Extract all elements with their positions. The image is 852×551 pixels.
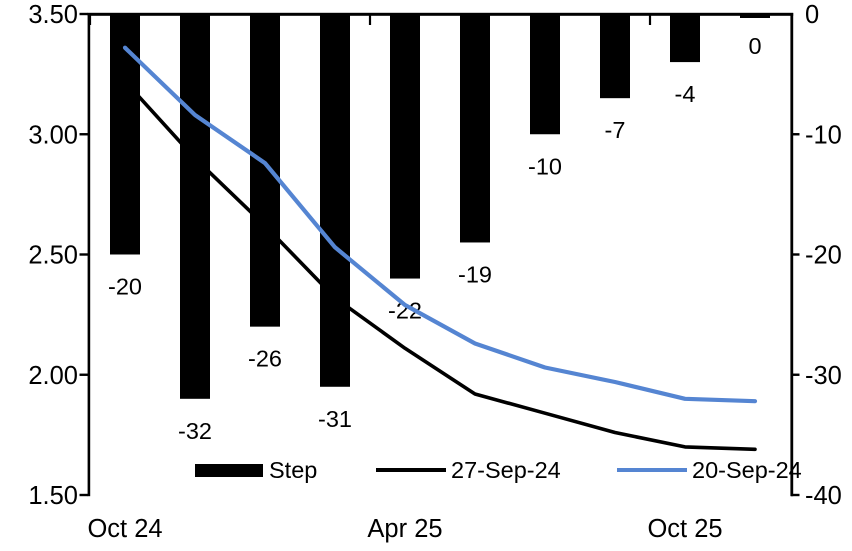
top-axis-line <box>87 12 794 16</box>
right-axis-tick <box>791 133 800 136</box>
left-axis-tick <box>79 253 88 256</box>
left-axis-tick-label: 2.50 <box>28 242 78 270</box>
x-axis-label: Apr 25 <box>367 515 442 543</box>
line-series-20-Sep-24 <box>122 45 758 404</box>
left-axis-tick-label: 2.00 <box>28 362 78 390</box>
step-bar <box>110 14 140 255</box>
right-axis-tick <box>791 253 800 256</box>
step-bar <box>180 14 210 399</box>
legend-item-27sep: 27-Sep-24 <box>376 457 561 483</box>
bar-data-label: -19 <box>458 261 492 287</box>
bar-data-label: -26 <box>248 346 282 372</box>
bar-data-label: 0 <box>748 33 761 59</box>
step-bar <box>600 14 630 99</box>
line-series-27-Sep-24 <box>123 79 757 452</box>
left-axis-tick-label: 3.00 <box>28 121 78 149</box>
x-axis-label: Oct 24 <box>87 515 162 543</box>
left-axis-spine <box>87 13 91 497</box>
legend-item-20sep: 20-Sep-24 <box>617 457 802 483</box>
bar-data-label: -7 <box>605 117 626 143</box>
left-axis-tick <box>79 133 88 136</box>
left-axis-tick <box>79 12 88 16</box>
right-axis-tick-label: 0 <box>805 1 819 29</box>
right-axis-tick-label: -20 <box>805 242 842 270</box>
line-20sep-swatch <box>617 468 687 472</box>
bar-data-label: -32 <box>178 418 212 444</box>
step-bar <box>320 14 350 387</box>
step-bar <box>670 14 700 63</box>
category-axis-tick <box>88 14 92 25</box>
legend-label-20sep: 20-Sep-24 <box>692 456 802 483</box>
line-27sep-swatch <box>376 468 446 472</box>
category-axis-tick <box>368 14 372 25</box>
right-axis-tick <box>791 493 800 497</box>
step-bar-swatch <box>195 463 263 477</box>
bar-data-label: -10 <box>528 153 562 179</box>
step-bar <box>460 14 490 243</box>
bar-data-label: -20 <box>108 274 142 300</box>
step-bar <box>390 14 420 279</box>
step-bar <box>740 14 770 18</box>
left-axis-tick <box>79 373 88 376</box>
step-bar <box>250 14 280 327</box>
left-axis-tick-label: 1.50 <box>28 482 78 510</box>
right-axis-tick-label: -40 <box>805 482 842 510</box>
right-axis-tick <box>791 373 800 376</box>
right-axis-tick-label: -30 <box>805 362 842 390</box>
bar-data-label: -31 <box>318 406 352 432</box>
right-axis-tick-label: -10 <box>805 121 842 149</box>
category-axis-tick <box>648 14 652 25</box>
left-axis-tick <box>79 493 88 497</box>
bar-data-label: -4 <box>675 81 696 107</box>
legend-item-step: Step <box>195 457 317 483</box>
legend-label-step: Step <box>269 456 318 483</box>
left-axis-tick-label: 3.50 <box>28 1 78 29</box>
step-bar <box>530 14 560 135</box>
x-axis-label: Oct 25 <box>647 515 722 543</box>
legend-label-27sep: 27-Sep-24 <box>451 456 561 483</box>
